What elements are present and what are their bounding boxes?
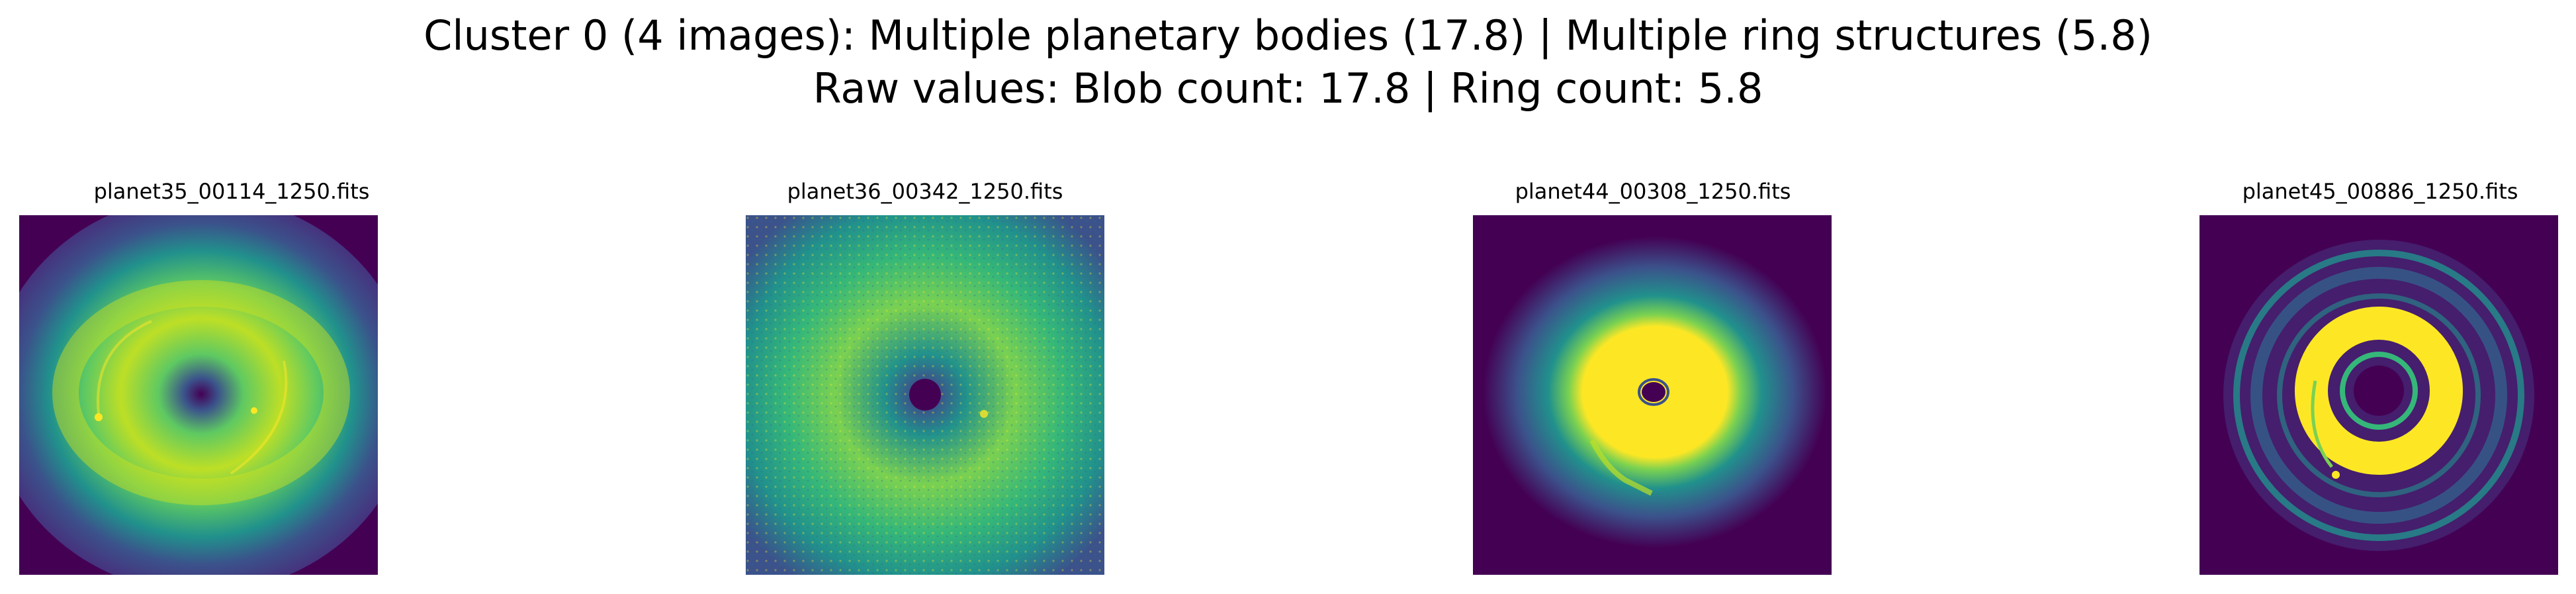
panel-4-image [2199,215,2558,575]
panel-1-image [19,215,378,575]
figure-title-line-2: Raw values: Blob count: 17.8 | Ring coun… [813,64,1763,113]
panel-3-title: planet44_00308_1250.fits [1515,179,1791,204]
panel-2-image [746,215,1104,575]
panel-4-title: planet45_00886_1250.fits [2242,179,2518,204]
panel-3-image [1473,215,1832,575]
panel-2-title: planet36_00342_1250.fits [787,179,1063,204]
figure-title-line-1: Cluster 0 (4 images): Multiple planetary… [423,11,2153,60]
panel-1-title: planet35_00114_1250.fits [93,179,370,204]
